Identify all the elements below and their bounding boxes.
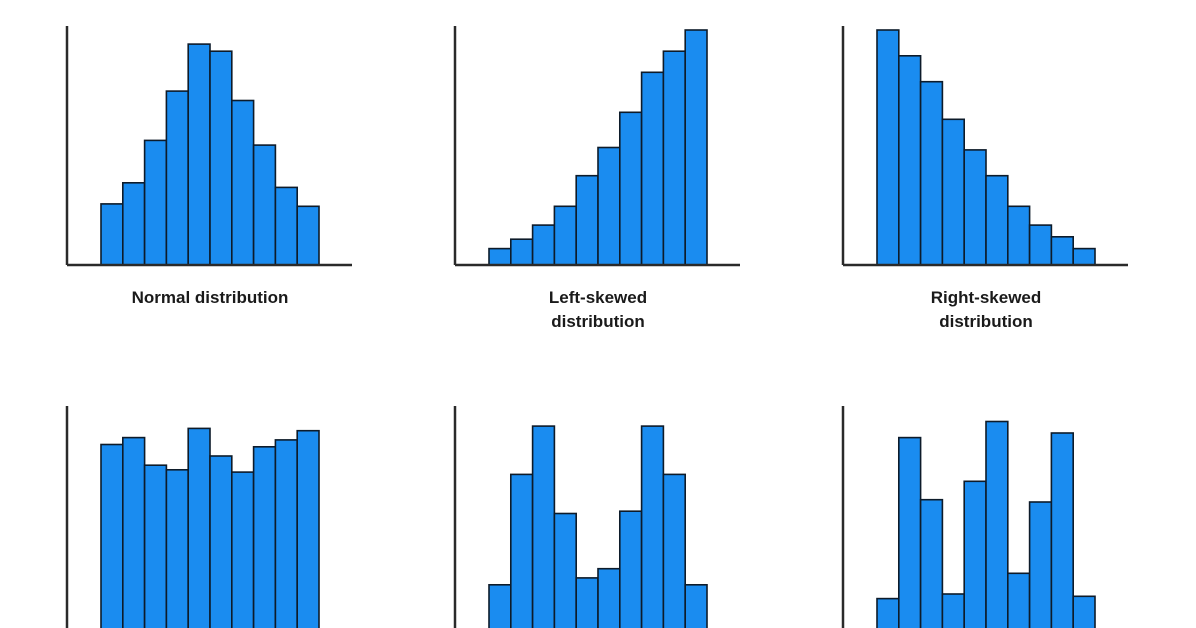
histogram-bar (553, 205, 578, 266)
histogram-uniform (65, 406, 320, 628)
histogram-bar (509, 473, 534, 628)
histogram-bar (274, 186, 298, 266)
histogram-bar (209, 50, 233, 266)
histogram-bar (252, 445, 277, 628)
histogram-bar (553, 512, 578, 628)
histogram-bar (165, 90, 189, 266)
histogram-multimodal (841, 406, 1096, 628)
caption-normal: Normal distribution (60, 286, 360, 310)
histogram-bar (597, 567, 621, 628)
histogram-bar (252, 144, 277, 266)
caption-line: distribution (939, 312, 1033, 331)
caption-left-skewed: Left-skewed distribution (448, 286, 748, 334)
histogram-bar (941, 593, 966, 628)
histogram-bar (165, 468, 189, 628)
histogram-bar (274, 439, 298, 628)
histogram-bar (209, 455, 233, 628)
histogram-bar (122, 182, 146, 266)
histogram-right-skewed (841, 26, 1128, 267)
histogram-bar (488, 247, 512, 266)
histogram-bar (488, 583, 512, 628)
caption-right-skewed: Right-skewed distribution (836, 286, 1136, 334)
histogram-bar (985, 420, 1009, 628)
histogram-bar (100, 443, 124, 628)
histogram-bar (575, 577, 599, 628)
histogram-bar (296, 205, 320, 266)
histogram-bar (919, 498, 944, 628)
histogram-bar (876, 597, 900, 628)
caption-line: distribution (551, 312, 645, 331)
histogram-bimodal (453, 406, 708, 628)
histogram-bar (897, 436, 922, 628)
histogram-bar (941, 118, 966, 266)
histogram-bar (143, 139, 168, 266)
histogram-bar (231, 471, 255, 628)
histogram-bar (1006, 572, 1031, 628)
histogram-bar (618, 111, 643, 266)
histogram-bar (963, 149, 987, 266)
histogram-bar (640, 71, 665, 266)
histogram-bar (143, 464, 168, 628)
histogram-bar (531, 224, 556, 266)
caption-line: Normal distribution (131, 288, 289, 307)
histogram-bar (1050, 236, 1075, 266)
histogram-bar (122, 436, 146, 628)
histogram-bar (919, 80, 944, 266)
histogram-bar (296, 429, 320, 628)
histogram-bar (597, 146, 621, 266)
histogram-bar (231, 99, 255, 266)
histogram-bar (531, 425, 556, 628)
histogram-bar (1028, 501, 1053, 628)
histogram-bar (575, 174, 599, 266)
histogram-bar (1072, 595, 1096, 628)
histogram-bar (640, 425, 665, 628)
histogram-bar (963, 480, 987, 628)
histogram-bar (187, 427, 211, 628)
caption-line: Right-skewed (930, 288, 1042, 307)
histogram-bar (662, 50, 687, 266)
histogram-bar (662, 473, 687, 628)
histogram-bar (100, 203, 124, 266)
histogram-bar (509, 238, 534, 266)
histogram-bar (1006, 205, 1031, 266)
histogram-left-skewed (453, 26, 740, 267)
histogram-bar (876, 29, 900, 266)
histogram-bar (897, 54, 922, 266)
histogram-bar (1050, 432, 1075, 628)
histogram-normal (65, 26, 352, 267)
histogram-bar (684, 583, 708, 628)
caption-line: Left-skewed (548, 288, 648, 307)
histogram-bar (187, 43, 211, 266)
histogram-bar (985, 174, 1009, 266)
histogram-bar (618, 510, 643, 628)
histogram-bar (1028, 224, 1053, 266)
histogram-bar (1072, 247, 1096, 266)
histogram-bar (684, 29, 708, 266)
